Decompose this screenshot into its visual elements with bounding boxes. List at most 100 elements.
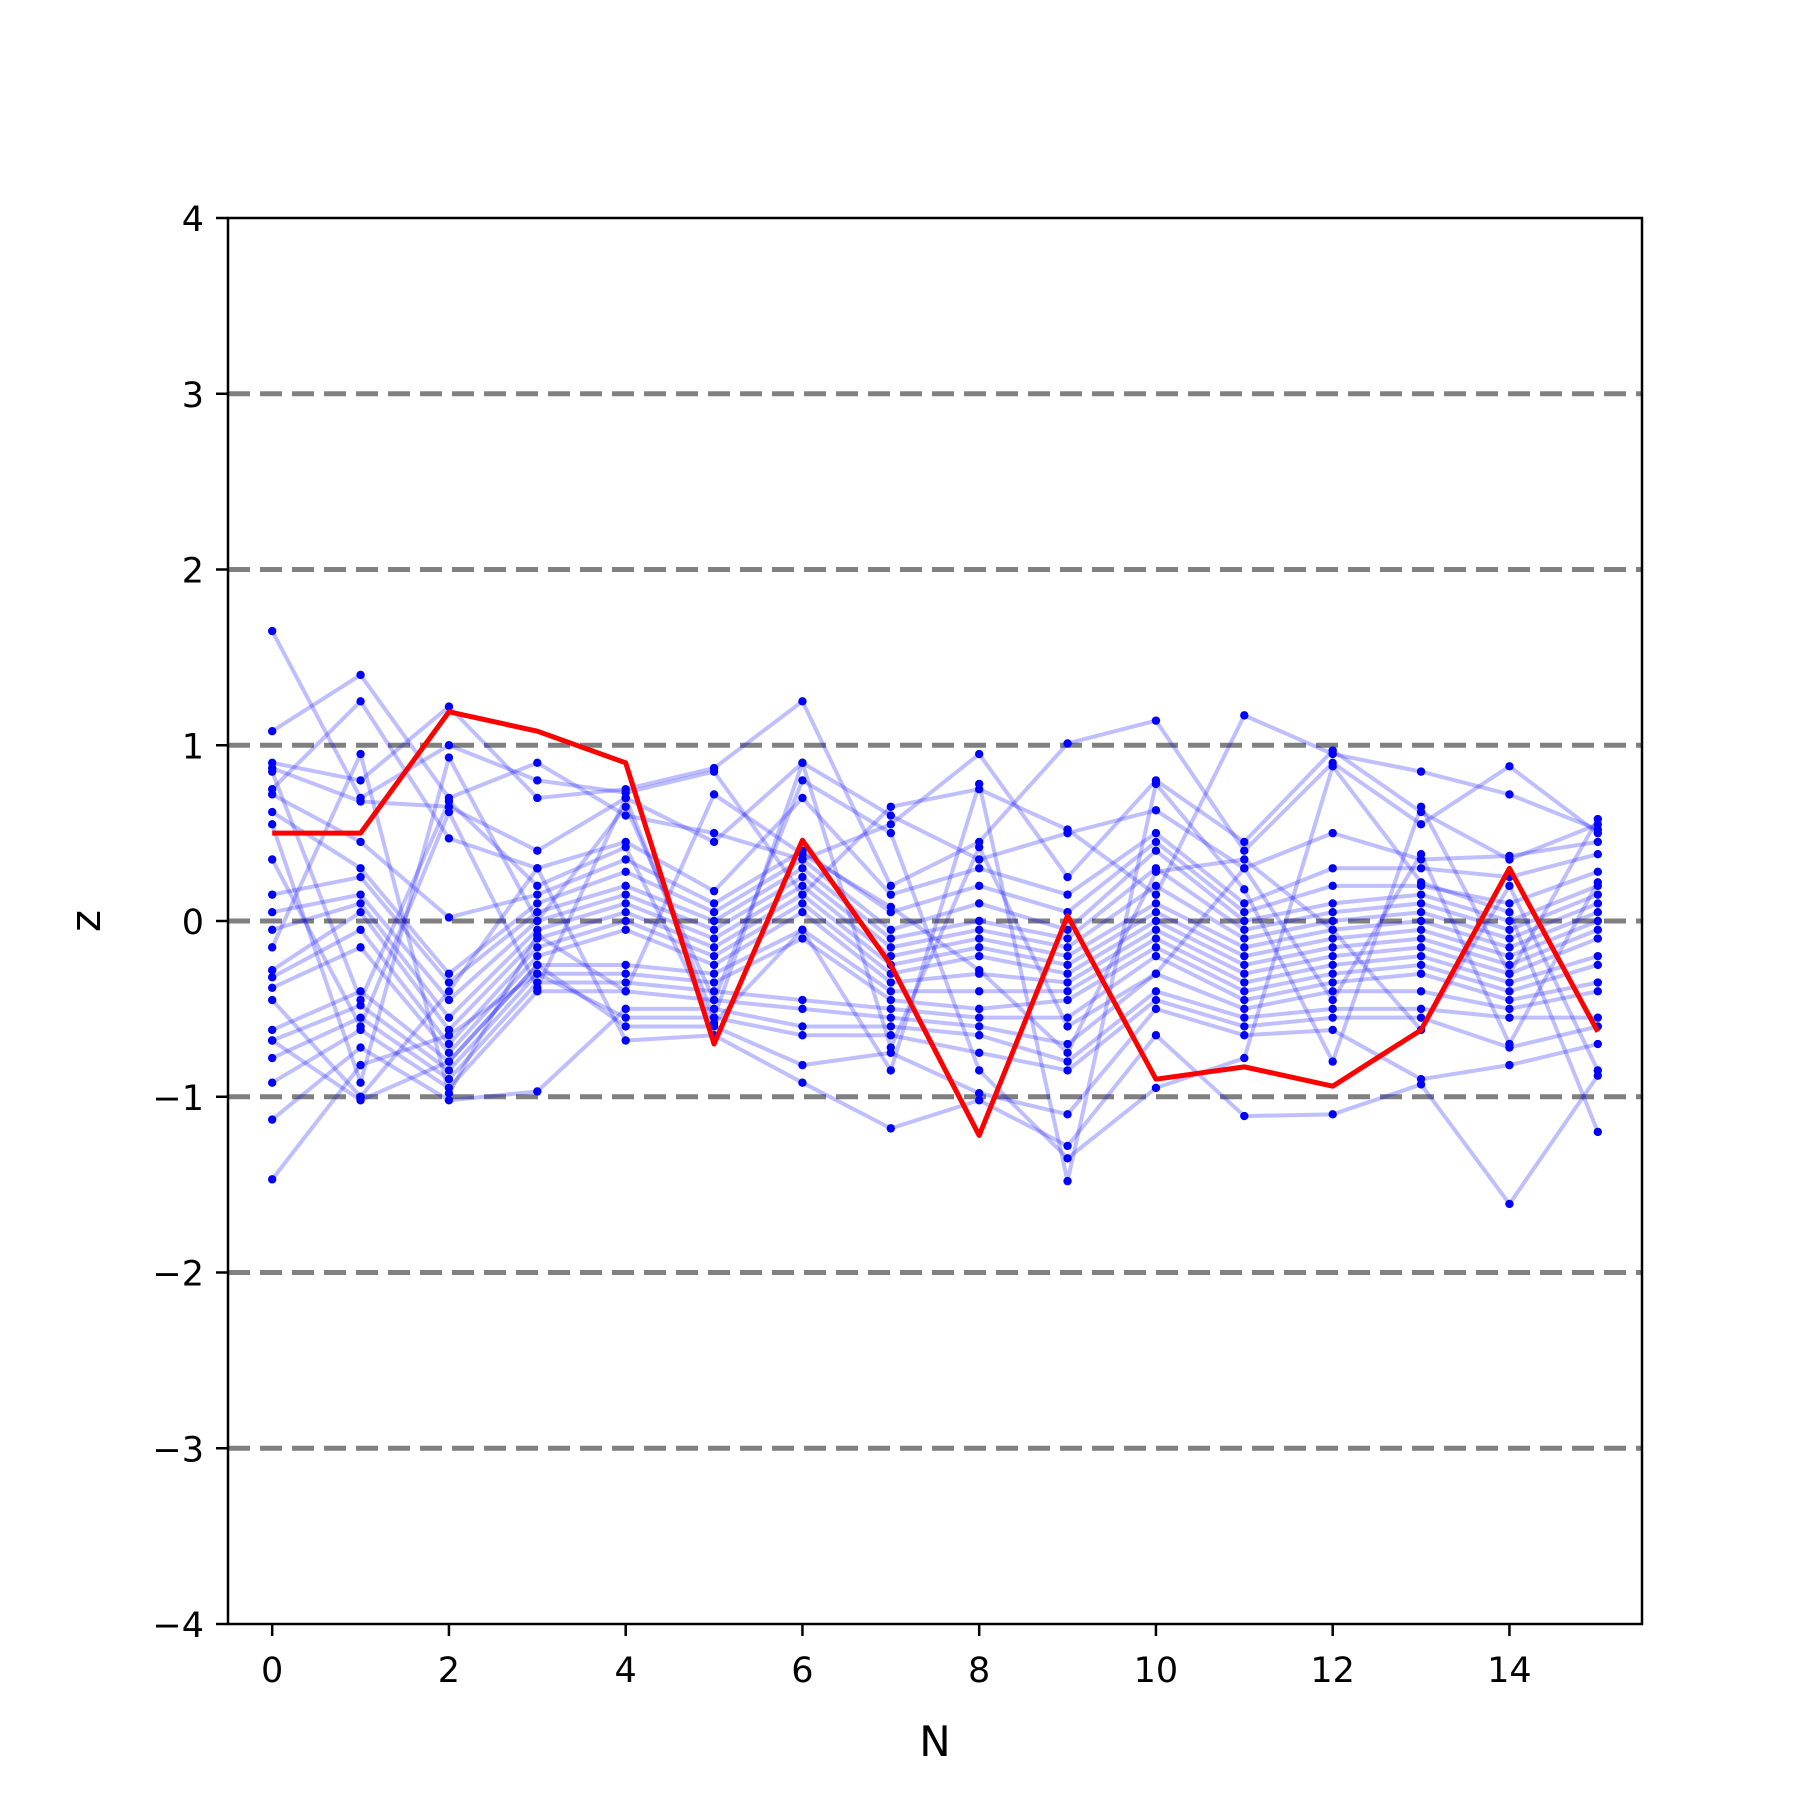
sample-point-11-6 (798, 899, 807, 908)
sample-point-3-3 (533, 846, 542, 855)
sample-point-24-12 (1328, 995, 1337, 1005)
sample-series-line-18 (270, 971, 1599, 1181)
sample-point-9-6 (798, 881, 807, 891)
y-tick-label-4: 0 (182, 903, 204, 943)
sample-point-13-13 (1416, 951, 1426, 961)
sample-point-14-9 (1063, 995, 1072, 1005)
sample-point-13-15 (1593, 951, 1603, 961)
sample-point-15-7 (886, 1004, 896, 1014)
sample-series-line-7 (271, 866, 1599, 985)
sample-point-22-14 (1505, 969, 1514, 978)
sample-point-20-3 (533, 864, 542, 873)
sample-point-6-14 (1505, 916, 1514, 926)
sample-point-0-0 (267, 626, 277, 636)
y-tick-label-8: 4 (182, 200, 204, 240)
sample-point-21-3 (533, 916, 542, 926)
sample-point-10-15 (1593, 916, 1603, 926)
sample-point-13-10 (1151, 934, 1161, 943)
sample-series-line-8 (271, 875, 1599, 1003)
sample-point-2-13 (1416, 820, 1426, 829)
sample-point-21-4 (621, 802, 630, 811)
sample-point-2-11 (1240, 846, 1249, 855)
sample-point-16-14 (1505, 1004, 1514, 1014)
sample-series-line-6 (271, 810, 1599, 976)
x-tick-label-4: 8 (968, 1651, 990, 1691)
sample-point-10-11 (1240, 951, 1249, 961)
sample-point-19-10 (1151, 1004, 1161, 1014)
sample-point-17-9 (1063, 1057, 1072, 1066)
sample-point-18-12 (1328, 1013, 1337, 1022)
sample-point-3-14 (1505, 851, 1514, 861)
sample-point-19-6 (798, 1060, 807, 1070)
sample-point-24-4 (621, 793, 630, 803)
sample-point-7-0 (267, 890, 277, 899)
highlight-layer (272, 709, 1601, 1138)
sample-point-0-14 (1505, 790, 1514, 799)
sample-point-2-10 (1151, 716, 1161, 725)
sample-point-17-15 (1593, 1013, 1603, 1022)
sample-point-13-11 (1240, 978, 1249, 987)
sample-series-line-0 (270, 630, 1599, 897)
sample-point-5-12 (1328, 881, 1337, 891)
y-tick-label-1: −3 (152, 1430, 204, 1470)
sample-point-5-11 (1240, 908, 1249, 917)
sample-point-21-9 (1063, 1154, 1072, 1163)
sample-point-23-11 (1240, 855, 1249, 864)
sample-point-16-11 (1240, 1004, 1249, 1014)
sample-point-4-6 (798, 793, 807, 803)
sample-point-4-1 (356, 697, 365, 706)
sample-point-15-5 (709, 987, 719, 996)
sample-point-11-15 (1593, 925, 1603, 934)
sample-point-14-10 (1151, 943, 1161, 952)
sample-point-1-8 (974, 749, 984, 759)
sample-point-19-2 (444, 1057, 454, 1066)
sample-point-11-9 (1063, 969, 1072, 978)
sample-point-22-10 (1151, 779, 1161, 789)
sample-point-15-12 (1328, 978, 1337, 987)
sample-point-1-9 (1063, 872, 1072, 882)
sample-point-12-4 (621, 925, 630, 934)
sample-point-11-0 (267, 973, 277, 982)
sample-point-7-14 (1505, 925, 1514, 934)
sample-point-5-14 (1505, 899, 1514, 908)
sample-series-line-16 (271, 971, 1599, 1090)
sample-point-4-12 (1328, 864, 1337, 873)
sample-point-2-14 (1505, 762, 1514, 771)
sample-point-18-0 (267, 1175, 277, 1184)
sample-point-2-3 (533, 793, 542, 803)
sample-point-13-7 (886, 987, 896, 996)
sample-point-8-10 (1151, 881, 1161, 891)
sample-point-9-11 (1240, 943, 1249, 952)
sample-point-17-8 (974, 1031, 984, 1040)
sample-point-1-5 (709, 828, 719, 838)
sample-point-22-12 (1328, 1057, 1337, 1066)
sample-point-13-9 (1063, 987, 1072, 996)
sample-point-2-15 (1593, 828, 1603, 838)
sample-point-9-0 (267, 925, 277, 934)
sample-point-19-11 (1240, 1031, 1249, 1040)
sample-point-4-9 (1063, 890, 1072, 899)
sample-point-9-10 (1151, 899, 1161, 908)
x-axis: 0 2 4 6 8 10 12 14 (261, 1624, 1532, 1691)
sample-point-8-5 (709, 925, 719, 934)
sample-point-15-15 (1593, 978, 1603, 987)
sample-point-12-13 (1416, 943, 1426, 952)
sample-point-11-12 (1328, 943, 1337, 952)
sample-point-23-7 (886, 902, 896, 912)
sample-point-0-13 (1416, 767, 1426, 776)
sample-point-15-1 (356, 1013, 365, 1022)
sample-series-line-24 (270, 760, 1600, 1050)
sample-point-15-4 (621, 978, 630, 987)
sample-point-8-12 (1328, 916, 1337, 926)
sample-point-23-8 (974, 966, 984, 975)
sample-point-4-2 (444, 834, 454, 843)
sample-point-19-0 (267, 1036, 277, 1045)
sample-point-16-9 (1063, 1039, 1072, 1049)
sample-point-2-6 (798, 697, 807, 706)
sample-point-20-0 (267, 995, 277, 1005)
sample-point-9-4 (621, 899, 630, 908)
sample-point-12-9 (1063, 978, 1072, 987)
sample-point-14-6 (798, 934, 807, 943)
sample-point-16-15 (1593, 987, 1603, 996)
